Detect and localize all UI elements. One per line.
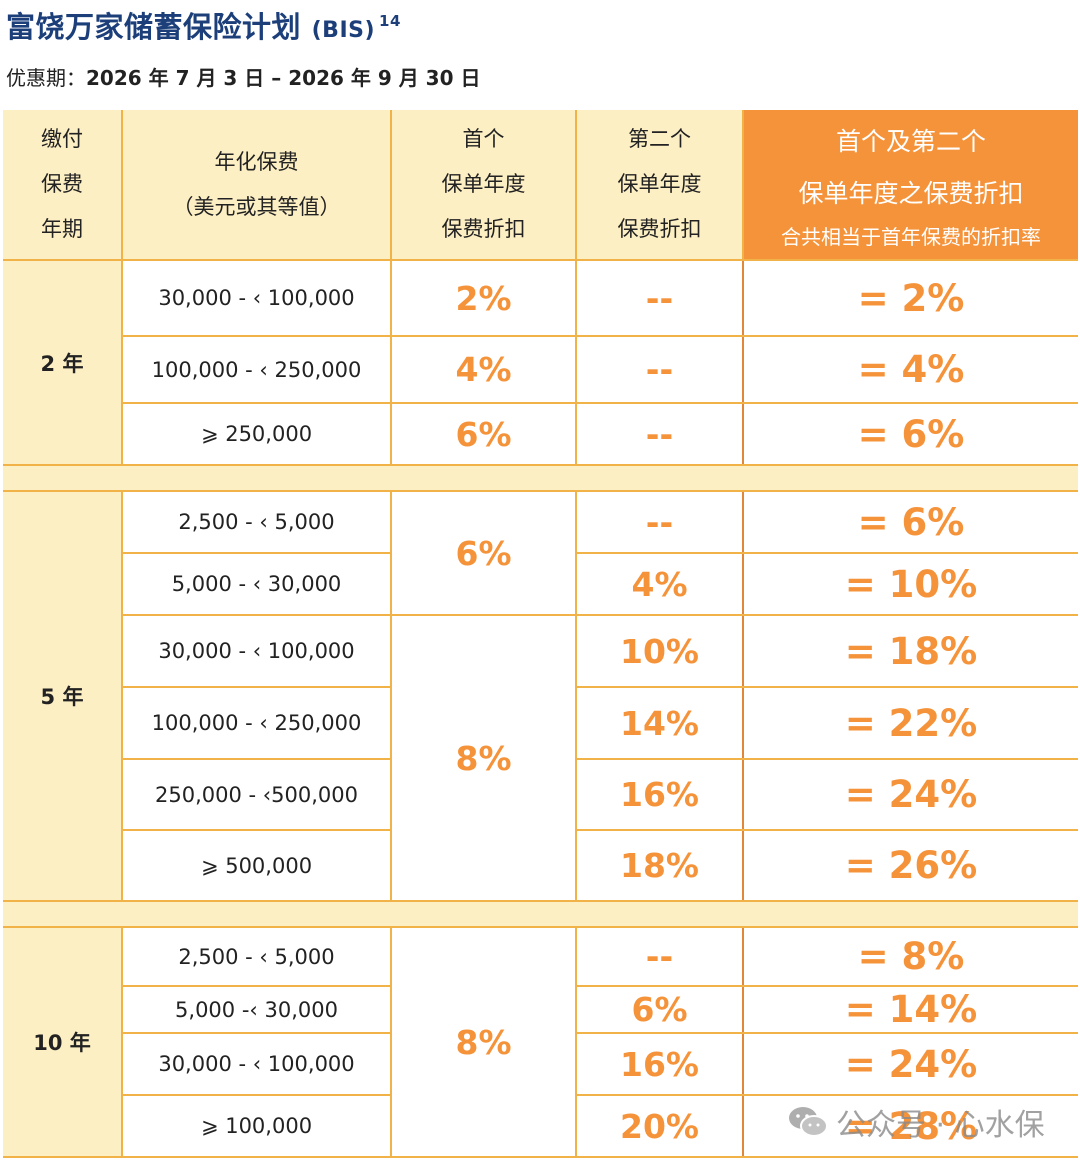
second-discount-cell: 10% bbox=[576, 615, 744, 688]
title-footnote: 14 bbox=[379, 12, 401, 31]
total-discount-cell: = 4% bbox=[743, 336, 1078, 404]
second-discount-cell: -- bbox=[576, 403, 744, 466]
table-row: 30,000 - ‹ 100,000 16% = 24% bbox=[3, 1033, 1078, 1096]
total-discount-cell: = 6% bbox=[743, 491, 1078, 554]
total-discount-cell: = 22% bbox=[743, 687, 1078, 760]
first-discount-cell: 4% bbox=[391, 336, 577, 404]
premium-cell: 30,000 - ‹ 100,000 bbox=[122, 615, 392, 688]
first-discount-cell: 6% bbox=[391, 403, 577, 466]
table-row: 5,000 -‹ 30,000 6% = 14% bbox=[3, 986, 1078, 1034]
first-discount-cell: 8% bbox=[391, 927, 577, 1158]
first-discount-cell: 6% bbox=[391, 491, 577, 616]
premium-cell: 30,000 - ‹ 100,000 bbox=[122, 260, 392, 337]
second-discount-cell: 20% bbox=[576, 1095, 744, 1158]
premium-cell: 5,000 -‹ 30,000 bbox=[122, 986, 392, 1034]
second-discount-cell: -- bbox=[576, 491, 744, 554]
header-premium-l1: 年化保费 bbox=[214, 149, 299, 174]
header-term: 缴付 保费 年期 bbox=[3, 110, 123, 261]
header-term-l2: 保费 bbox=[41, 172, 83, 196]
title-text: 富饶万家储蓄保险计划 bbox=[6, 10, 302, 44]
premium-cell: 2,500 - ‹ 5,000 bbox=[122, 491, 392, 554]
table-row: ⩾ 100,000 20% = 28% bbox=[3, 1095, 1078, 1158]
header-total-l2: 保单年度之保费折扣 bbox=[798, 178, 1024, 208]
table-row: 100,000 - ‹ 250,000 14% = 22% bbox=[3, 687, 1078, 760]
premium-cell: ⩾ 500,000 bbox=[122, 830, 392, 902]
premium-cell: 2,500 - ‹ 5,000 bbox=[122, 927, 392, 987]
header-second-l2: 保单年度 bbox=[617, 172, 702, 196]
second-discount-cell: 16% bbox=[576, 759, 744, 831]
premium-cell: 250,000 - ‹500,000 bbox=[122, 759, 392, 831]
table-row: 5 年 2,500 - ‹ 5,000 6% -- = 6% bbox=[3, 491, 1078, 902]
period-label: 优惠期： bbox=[6, 66, 86, 90]
total-discount-cell: = 24% bbox=[743, 759, 1078, 831]
table-row: 5,000 - ‹ 30,000 4% = 10% bbox=[3, 553, 1078, 616]
second-discount-cell: 18% bbox=[576, 830, 744, 902]
first-discount-cell: 8% bbox=[391, 615, 577, 902]
watermark: 公众号 · 心水保 bbox=[788, 1100, 1045, 1144]
header-premium: 年化保费 （美元或其等值） bbox=[122, 110, 392, 261]
period-dates: 2026 年 7 月 3 日 – 2026 年 9 月 30 日 bbox=[86, 66, 481, 90]
total-discount-cell: = 10% bbox=[743, 553, 1078, 616]
second-discount-cell: -- bbox=[576, 260, 744, 337]
second-discount-cell: -- bbox=[576, 927, 744, 987]
separator-cell bbox=[3, 901, 1078, 928]
second-discount-cell: 6% bbox=[576, 986, 744, 1034]
table-row: ⩾ 250,000 6% -- = 6% bbox=[3, 403, 1078, 466]
header-term-l1: 缴付 bbox=[41, 127, 83, 151]
total-discount-cell: = 18% bbox=[743, 615, 1078, 688]
page-title: 富饶万家储蓄保险计划 (BIS) 14 bbox=[6, 4, 401, 46]
header-total-l3: 合共相当于首年保费的折扣率 bbox=[781, 224, 1041, 249]
term-2y: 2 年 bbox=[3, 260, 123, 466]
premium-cell: ⩾ 250,000 bbox=[122, 403, 392, 466]
offer-period: 优惠期：2026 年 7 月 3 日 – 2026 年 9 月 30 日 bbox=[6, 62, 480, 91]
table-row: ⩾ 500,000 18% = 26% bbox=[3, 830, 1078, 902]
group-separator bbox=[3, 465, 1078, 492]
header-first-l3: 保费折扣 bbox=[441, 217, 526, 241]
first-discount-cell: 2% bbox=[391, 260, 577, 337]
table-header-row: 缴付 保费 年期 年化保费 （美元或其等值） 首个 保单年度 保费折扣 第二个 … bbox=[3, 110, 1078, 261]
premium-cell: ⩾ 100,000 bbox=[122, 1095, 392, 1158]
separator-cell bbox=[3, 465, 1078, 492]
term-10y: 10 年 bbox=[3, 927, 123, 1158]
header-first-year: 首个 保单年度 保费折扣 bbox=[391, 110, 577, 261]
total-discount-cell: = 6% bbox=[743, 403, 1078, 466]
title-code: (BIS) bbox=[311, 18, 376, 43]
table-row: 2 年 30,000 - ‹ 100,000 2% -- = 2% bbox=[3, 260, 1078, 466]
total-discount-cell: = 8% bbox=[743, 927, 1078, 987]
total-discount-cell: = 14% bbox=[743, 986, 1078, 1034]
premium-cell: 100,000 - ‹ 250,000 bbox=[122, 687, 392, 760]
second-discount-cell: 16% bbox=[576, 1033, 744, 1096]
group-separator bbox=[3, 901, 1078, 928]
term-5y: 5 年 bbox=[3, 491, 123, 902]
watermark-text: 公众号 · 心水保 bbox=[836, 1108, 1045, 1143]
total-discount-cell: = 2% bbox=[743, 260, 1078, 337]
premium-cell: 5,000 - ‹ 30,000 bbox=[122, 553, 392, 616]
header-first-l1: 首个 bbox=[462, 127, 505, 151]
wechat-icon bbox=[789, 1107, 828, 1137]
header-second-l1: 第二个 bbox=[628, 127, 691, 151]
header-total-l1: 首个及第二个 bbox=[835, 126, 986, 156]
total-discount-cell: = 26% bbox=[743, 830, 1078, 902]
table-row: 250,000 - ‹500,000 16% = 24% bbox=[3, 759, 1078, 831]
premium-cell: 30,000 - ‹ 100,000 bbox=[122, 1033, 392, 1096]
table-row: 100,000 - ‹ 250,000 4% -- = 4% bbox=[3, 336, 1078, 404]
header-term-l3: 年期 bbox=[41, 217, 83, 241]
second-discount-cell: 14% bbox=[576, 687, 744, 760]
header-total: 首个及第二个 保单年度之保费折扣 合共相当于首年保费的折扣率 bbox=[743, 110, 1078, 261]
premium-cell: 100,000 - ‹ 250,000 bbox=[122, 336, 392, 404]
table-row: 10 年 2,500 - ‹ 5,000 8% -- = 8% bbox=[3, 927, 1078, 1158]
second-discount-cell: -- bbox=[576, 336, 744, 404]
header-second-year: 第二个 保单年度 保费折扣 bbox=[576, 110, 744, 261]
header-second-l3: 保费折扣 bbox=[617, 217, 702, 241]
header-premium-l2: （美元或其等值） bbox=[172, 194, 341, 219]
second-discount-cell: 4% bbox=[576, 553, 744, 616]
table-row: 30,000 - ‹ 100,000 8% 10% = 18% bbox=[3, 615, 1078, 902]
total-discount-cell: = 24% bbox=[743, 1033, 1078, 1096]
discount-table: 缴付 保费 年期 年化保费 （美元或其等值） 首个 保单年度 保费折扣 第二个 … bbox=[3, 110, 1078, 1158]
header-first-l2: 保单年度 bbox=[441, 172, 526, 196]
